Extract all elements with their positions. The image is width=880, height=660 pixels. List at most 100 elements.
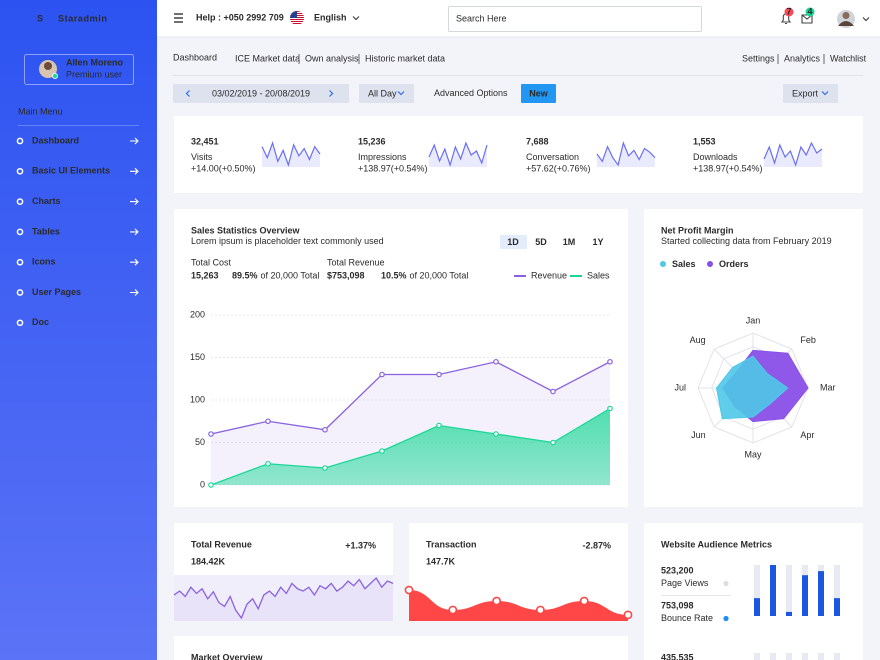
card-title: Sales Statistics Overview — [191, 225, 301, 235]
header-right-link[interactable]: Settings — [742, 53, 775, 63]
menu-arrow — [130, 167, 139, 175]
series-point — [436, 422, 442, 429]
menu-item[interactable]: Basic UI Elements — [32, 166, 110, 176]
menu-bullet — [16, 319, 24, 327]
user-avatar-head — [44, 62, 52, 70]
menu-item[interactable]: Icons — [32, 257, 56, 267]
series-point — [436, 371, 442, 378]
stat-label: Impressions — [358, 152, 407, 162]
bar — [802, 575, 808, 616]
legend-label: Sales — [672, 259, 696, 269]
area-point — [448, 605, 458, 615]
series-point — [265, 460, 271, 467]
legend-dot — [660, 261, 666, 267]
series-point — [265, 418, 271, 425]
range-button[interactable]: 1M — [563, 237, 576, 247]
advanced-options[interactable]: Advanced Options — [434, 88, 508, 98]
new-button-text: New — [529, 88, 549, 98]
brand-letter: S — [37, 13, 43, 23]
bar-track — [754, 653, 760, 660]
bar — [754, 598, 760, 616]
language[interactable]: English — [314, 12, 347, 22]
menu-item[interactable]: Dashboard — [32, 135, 79, 145]
menu-item[interactable]: User Pages — [32, 287, 81, 297]
market-card — [174, 636, 628, 660]
header-right-link[interactable]: Watchlist — [830, 53, 867, 63]
menu-item[interactable]: Tables — [32, 226, 60, 236]
range-button[interactable]: 1D — [507, 237, 519, 247]
stat-value: 32,451 — [191, 136, 219, 146]
menu-bullet — [16, 289, 24, 296]
metric-value: 147.7K — [426, 556, 456, 566]
audience-card — [644, 523, 863, 660]
card-title: Net Profit Margin — [661, 225, 734, 235]
summary-note: of 20,000 Total — [410, 270, 469, 280]
legend-label: Revenue — [531, 270, 567, 280]
range-button[interactable]: 1Y — [592, 237, 603, 247]
bar — [818, 571, 824, 616]
menu-bullet — [16, 258, 24, 266]
header-link[interactable]: ICE Market data — [235, 53, 300, 63]
sidebar — [0, 0, 157, 660]
stat-label: Downloads — [693, 152, 738, 162]
summary-label: Total Revenue — [327, 257, 385, 267]
radar-label: Mar — [820, 382, 836, 392]
area-point — [404, 585, 414, 595]
header-right-link[interactable]: Analytics — [784, 53, 821, 63]
menu-bullet — [16, 198, 24, 205]
chevron-down — [862, 17, 870, 22]
export-button[interactable] — [783, 84, 838, 103]
flag-canton — [290, 11, 297, 18]
series-point — [607, 405, 613, 412]
menu-bullet — [16, 137, 24, 145]
export-text: Export — [792, 88, 819, 98]
radar-label: Aug — [690, 335, 706, 345]
card-subtitle: Lorem ipsum is placeholder text commonly… — [191, 236, 384, 246]
area-fill — [409, 590, 628, 621]
sparkline-area — [597, 143, 655, 167]
series-point — [322, 426, 328, 433]
search-box[interactable] — [448, 6, 702, 32]
user-role: Premium user — [66, 69, 122, 79]
period-select[interactable] — [359, 84, 414, 103]
menu-arrow — [130, 198, 139, 205]
message-badge — [805, 7, 815, 17]
sparkline — [596, 141, 656, 167]
menu-arrow — [130, 137, 139, 145]
header-link[interactable]: Own analysis — [305, 53, 359, 63]
radar-label: Jul — [674, 382, 686, 392]
area-point — [623, 610, 633, 620]
menu-item[interactable]: Doc — [32, 317, 49, 327]
new-button[interactable] — [521, 84, 556, 103]
chevron — [329, 90, 334, 97]
bar-track — [786, 653, 792, 660]
range-button[interactable]: 5D — [535, 237, 547, 247]
audience-value: 523,200 — [661, 565, 694, 575]
search-placeholder: Search Here — [456, 13, 507, 23]
menu-item[interactable]: Charts — [32, 196, 61, 206]
notification-badge — [784, 7, 794, 17]
bar-track — [770, 653, 776, 660]
period-text: All Day — [368, 88, 397, 98]
legend-label: Orders — [719, 259, 749, 269]
date-range[interactable] — [173, 84, 349, 103]
audience-label: Bounce Rate — [661, 613, 713, 623]
bar-track — [818, 653, 824, 660]
chevron-down — [397, 91, 405, 96]
sparkline — [261, 141, 321, 168]
header-link[interactable]: Historic market data — [365, 53, 445, 63]
summary-value: $753,098 — [327, 270, 365, 280]
audience-label: Page Views — [661, 578, 709, 588]
series-point — [208, 482, 214, 488]
menu-bullet — [16, 167, 24, 175]
sparkline — [763, 141, 823, 167]
area-point — [536, 605, 545, 615]
flag-stripe — [290, 21, 304, 22]
series-line — [210, 361, 611, 435]
series-point — [208, 431, 214, 437]
audience-dot — [723, 580, 729, 587]
audience-value: 753,098 — [661, 600, 694, 610]
series-point — [379, 371, 385, 378]
